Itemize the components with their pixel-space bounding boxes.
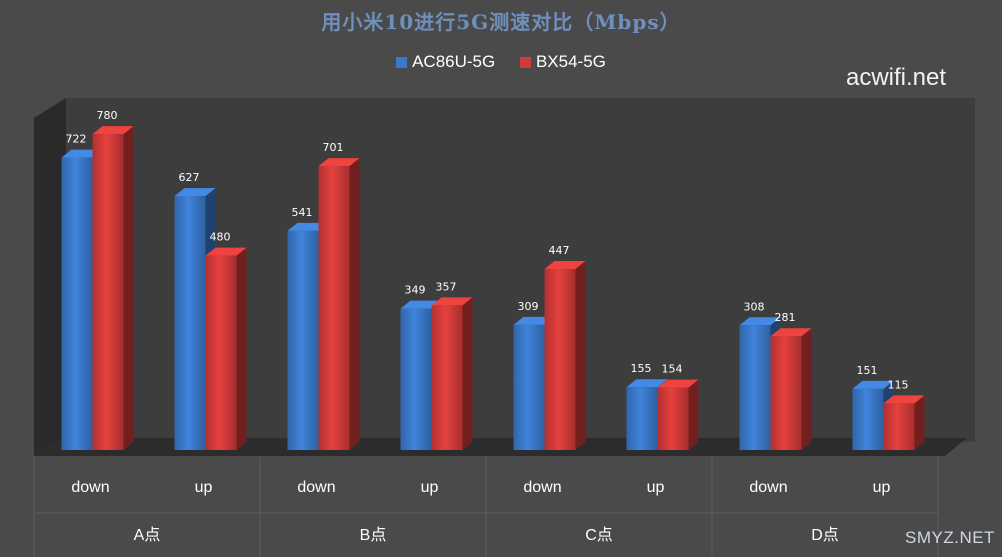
data-label-1-7: 308 xyxy=(744,300,765,313)
legend-label-series-2: BX54-5G xyxy=(535,52,606,71)
data-label-1-1: 722 xyxy=(66,133,87,146)
bar-2-5 xyxy=(544,268,576,450)
watermark-top: acwifi.net xyxy=(846,64,947,91)
legend-swatch-series-1 xyxy=(396,57,408,68)
bar-side-2-8 xyxy=(914,395,925,450)
bar-top-2-5 xyxy=(544,260,586,269)
x-group-label-2: B点 xyxy=(360,526,387,544)
x-tick-label-3: down xyxy=(297,479,335,496)
bar-side-2-4 xyxy=(462,297,473,450)
data-label-1-5: 309 xyxy=(518,300,539,313)
bar-top-1-3 xyxy=(287,222,329,231)
bar-top-2-7 xyxy=(770,328,812,337)
data-label-2-7: 281 xyxy=(775,311,796,324)
watermark-bottom: SMYZ.NET xyxy=(905,528,995,547)
bar-top-2-4 xyxy=(431,297,473,306)
bar-top-1-7 xyxy=(739,317,781,326)
x-tick-label-5: down xyxy=(523,479,561,496)
bar-top-2-8 xyxy=(883,395,925,404)
data-label-2-4: 357 xyxy=(436,280,457,293)
data-label-2-3: 701 xyxy=(323,141,344,154)
bar-2-1 xyxy=(92,134,124,450)
x-group-label-1: A点 xyxy=(134,526,161,544)
bar-2-4 xyxy=(431,305,463,450)
data-label-2-1: 780 xyxy=(97,109,118,122)
bar-2-7 xyxy=(770,336,802,450)
legend-label-series-1: AC86U-5G xyxy=(412,52,496,71)
data-label-2-8: 115 xyxy=(888,378,909,391)
bar-1-5 xyxy=(513,324,545,450)
plot-floor xyxy=(34,438,967,456)
bar-top-1-8 xyxy=(852,380,894,389)
x-group-label-4: D点 xyxy=(811,526,839,544)
bar-1-3 xyxy=(287,230,319,450)
bar-side-2-7 xyxy=(801,328,812,450)
bar-top-1-4 xyxy=(400,300,442,309)
x-tick-label-2: up xyxy=(195,479,213,496)
data-label-1-4: 349 xyxy=(405,284,426,297)
data-label-2-5: 447 xyxy=(549,244,570,257)
bar-1-6 xyxy=(626,387,658,450)
bar-2-2 xyxy=(205,255,237,450)
data-label-1-6: 155 xyxy=(631,362,652,375)
x-tick-label-7: down xyxy=(749,479,787,496)
bar-side-2-1 xyxy=(123,126,134,450)
bar-top-2-6 xyxy=(657,379,699,388)
data-label-1-8: 151 xyxy=(857,364,878,377)
legend-swatch-series-2 xyxy=(519,57,531,68)
data-label-1-3: 541 xyxy=(292,206,313,219)
bar-2-3 xyxy=(318,166,350,450)
bar-2-6 xyxy=(657,387,689,450)
x-tick-label-1: down xyxy=(71,479,109,496)
data-label-1-2: 627 xyxy=(179,171,200,184)
x-tick-label-8: up xyxy=(873,479,891,496)
bar-top-2-2 xyxy=(205,247,247,256)
bar-top-1-5 xyxy=(513,316,555,325)
x-tick-label-4: up xyxy=(421,479,439,496)
bar-1-1 xyxy=(61,157,93,450)
chart-legend: AC86U-5G BX54-5G xyxy=(0,52,1002,72)
bar-side-2-3 xyxy=(349,158,360,450)
data-label-2-6: 154 xyxy=(662,363,683,376)
bar-top-2-1 xyxy=(92,126,134,135)
bar-1-4 xyxy=(400,308,432,450)
bar-top-1-6 xyxy=(626,379,668,388)
data-label-2-2: 480 xyxy=(210,231,231,244)
legend-item-series-2: BX54-5G xyxy=(519,52,606,72)
chart-title: 用小米10进行5G测速对比（Mbps） xyxy=(321,10,681,34)
bar-1-8 xyxy=(852,388,884,450)
bar-top-2-3 xyxy=(318,158,360,167)
x-tick-label-6: up xyxy=(647,479,665,496)
bar-2-8 xyxy=(883,403,915,450)
legend-item-series-1: AC86U-5G xyxy=(396,52,495,72)
plot-side-wall xyxy=(34,98,66,450)
bar-1-7 xyxy=(739,325,771,450)
bar-side-2-5 xyxy=(575,260,586,450)
bar-side-2-6 xyxy=(688,379,699,450)
bar-1-2 xyxy=(174,196,206,450)
bar-top-1-2 xyxy=(174,188,216,197)
x-group-label-3: C点 xyxy=(585,526,613,544)
bar-side-2-2 xyxy=(236,247,247,450)
bar-top-1-1 xyxy=(61,149,103,158)
